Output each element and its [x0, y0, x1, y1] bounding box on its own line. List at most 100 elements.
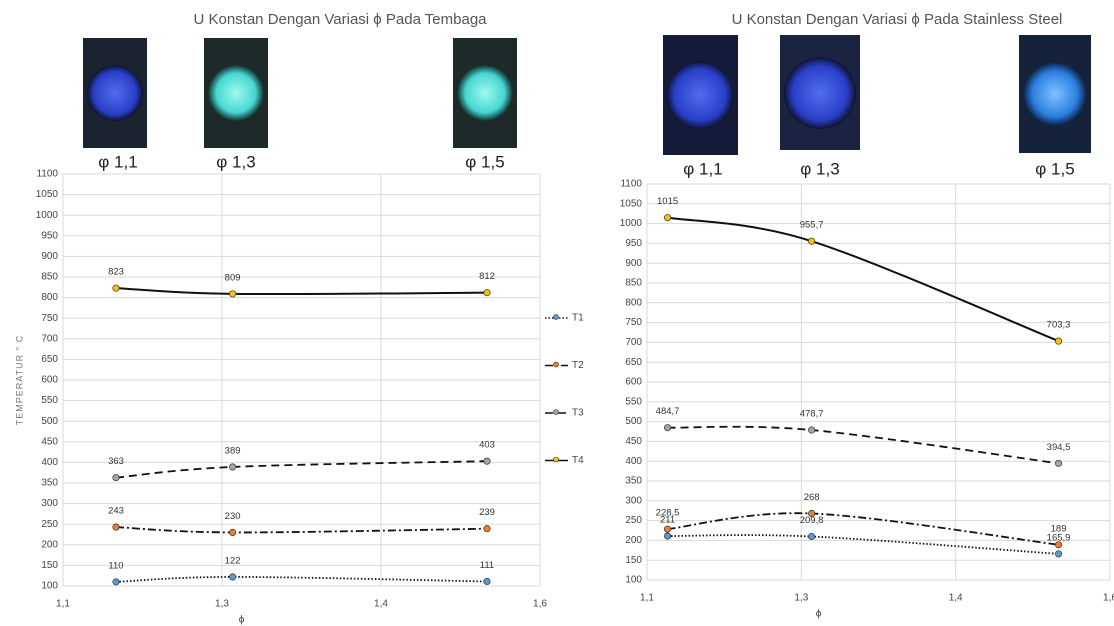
series-line [115, 287, 488, 296]
legend-label: T1 [572, 313, 584, 324]
y-tick-label: 250 [41, 519, 58, 530]
data-point [483, 457, 491, 465]
y-tick-label: 100 [41, 581, 58, 592]
y-tick-label: 500 [625, 416, 642, 427]
chart-title: U Konstan Dengan Variasi ϕ Pada Tembaga [193, 11, 487, 28]
y-tick-label: 550 [625, 396, 642, 407]
y-tick-label: 900 [41, 251, 58, 262]
data-point [1055, 541, 1063, 549]
y-tick-label: 1000 [36, 210, 59, 221]
data-point [229, 290, 237, 298]
x-axis-title: ϕ [816, 609, 822, 620]
y-tick-label: 750 [41, 313, 58, 324]
x-tick-label: 1,4 [374, 599, 388, 610]
data-point [112, 578, 120, 586]
series-line [115, 576, 488, 583]
data-label: 165,9 [1047, 532, 1071, 543]
y-tick-label: 150 [625, 555, 642, 566]
series-line [667, 216, 1059, 343]
y-tick-label: 700 [625, 337, 642, 348]
y-tick-label: 650 [41, 354, 58, 365]
data-label: 110 [108, 560, 123, 571]
data-label: 111 [480, 560, 494, 571]
data-label: 228,5 [656, 508, 680, 519]
data-point [112, 284, 120, 292]
legend-marker [553, 456, 559, 463]
data-point [664, 532, 672, 540]
data-point [1055, 550, 1063, 558]
x-tick-label: 1,1 [640, 593, 654, 604]
data-label: 211 [660, 515, 675, 526]
y-tick-label: 1050 [36, 189, 59, 200]
data-point [483, 289, 491, 297]
y-tick-label: 900 [625, 258, 642, 269]
x-axis-title: ϕ [239, 615, 245, 626]
y-tick-label: 500 [41, 416, 58, 427]
data-point [229, 528, 237, 536]
data-point [112, 523, 120, 531]
photos [83, 35, 1091, 155]
data-label: 239 [479, 507, 495, 518]
data-label: 389 [225, 445, 241, 456]
x-tick-label: 1,4 [949, 593, 963, 604]
x-tick-label: 1,6 [1103, 593, 1114, 604]
data-label: 478,7 [800, 409, 824, 420]
data-point [1055, 337, 1063, 345]
data-label: 230 [225, 511, 241, 522]
data-label: 955,7 [800, 220, 824, 231]
data-point [229, 573, 237, 581]
y-tick-label: 850 [625, 278, 642, 289]
x-tick-label: 1,6 [533, 599, 547, 610]
photo-label: φ 1,1 [683, 159, 722, 178]
data-label: 363 [108, 456, 124, 467]
y-tick-label: 800 [41, 292, 58, 303]
y-tick-label: 750 [625, 317, 642, 328]
y-tick-label: 950 [625, 238, 642, 249]
series-line [667, 534, 1059, 555]
data-point [229, 463, 237, 471]
data-label: 809 [225, 272, 241, 283]
y-axis-title: TEMPERATUR ° C [14, 335, 24, 425]
data-point [808, 237, 816, 245]
y-tick-label: 650 [625, 357, 642, 368]
y-tick-label: 400 [625, 456, 642, 467]
data-label: 189 [1051, 523, 1067, 534]
legend-marker [553, 314, 559, 320]
y-tick-label: 100 [625, 575, 642, 586]
legend-label: T3 [572, 408, 584, 419]
photo-label: φ 1,5 [1035, 159, 1074, 178]
y-tick-label: 350 [41, 478, 58, 489]
data-point [483, 525, 491, 533]
y-tick-label: 350 [625, 476, 642, 487]
y-tick-label: 450 [41, 436, 58, 447]
series-line [667, 512, 1059, 546]
photo-label: φ 1,3 [800, 159, 839, 178]
x-tick-label: 1,3 [794, 593, 808, 604]
legend-marker [553, 409, 559, 415]
photo-label: φ 1,1 [98, 152, 137, 171]
data-label: 394,5 [1047, 442, 1071, 453]
y-tick-label: 400 [41, 457, 58, 468]
chart-title: U Konstan Dengan Variasi ϕ Pada Stainles… [732, 11, 1063, 28]
legend-marker [553, 361, 559, 368]
data-label: 403 [479, 440, 495, 451]
data-label: 484,7 [656, 406, 680, 417]
data-point [808, 509, 816, 518]
y-tick-label: 200 [41, 539, 58, 550]
y-tick-label: 1100 [620, 179, 642, 190]
data-label: 812 [479, 271, 495, 282]
series-line [115, 460, 488, 479]
y-tick-label: 150 [41, 560, 58, 571]
legend-label: T2 [572, 360, 584, 371]
data-point [1055, 459, 1063, 467]
data-label: 209,8 [800, 515, 824, 526]
y-tick-label: 550 [41, 395, 58, 406]
data-label: 122 [225, 555, 241, 566]
y-tick-label: 300 [625, 495, 642, 506]
data-point [664, 214, 672, 222]
series-line [115, 526, 488, 534]
data-label: 268 [804, 492, 820, 503]
x-tick-label: 1,3 [215, 599, 229, 610]
data-label: 243 [108, 506, 124, 517]
